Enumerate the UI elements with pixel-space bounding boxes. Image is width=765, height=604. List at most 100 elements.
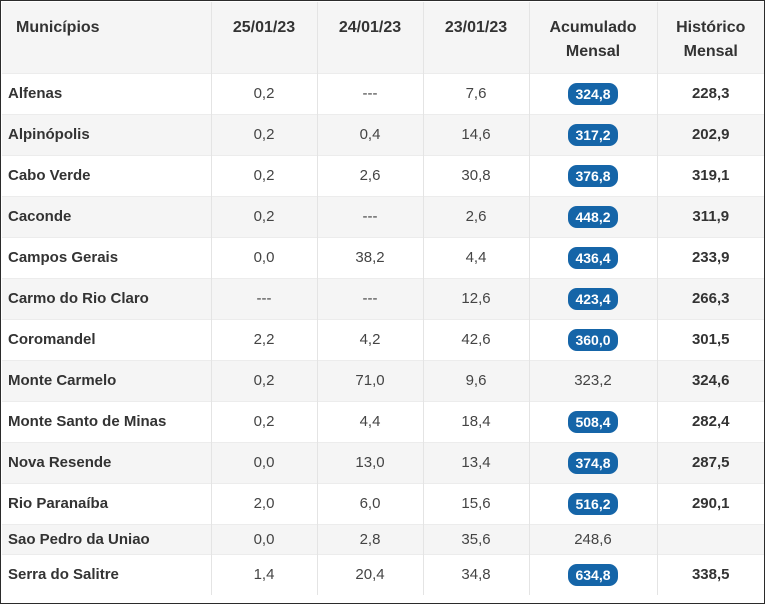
acumulado-badge: 317,2 [568,123,618,146]
table-row: Coromandel 2,2 4,2 42,6 360,0 301,5 [2,318,764,360]
municipio-cell: Monte Santo de Minas [2,400,212,442]
acumulado-badge: 360,0 [568,328,618,351]
table-row: Sao Pedro da Uniao 0,0 2,8 35,6 248,6 [2,523,764,554]
acumulado-badge: 376,8 [568,164,618,187]
historico-cell: 290,1 [657,482,764,524]
header-historico-line1: Histórico [676,19,746,36]
value-23-cell: 42,6 [423,318,530,360]
table-row: Rio Paranaíba 2,0 6,0 15,6 516,2 290,1 [2,482,764,524]
municipio-cell: Alpinópolis [2,113,212,155]
value-23-cell: 14,6 [423,113,530,155]
municipio-cell: Cabo Verde [2,154,212,196]
acumulado-badge: 634,8 [568,563,618,586]
header-date-23: 23/01/23 [423,2,530,73]
acumulado-cell: 448,2 [529,195,658,237]
value-23-cell: 4,4 [423,236,530,278]
historico-cell: 287,5 [657,441,764,483]
header-historico-line2: Mensal [683,43,738,60]
table-row: Alfenas 0,2 --- 7,6 324,8 228,3 [2,72,764,114]
historico-cell: 324,6 [657,359,764,401]
table-row: Caconde 0,2 --- 2,6 448,2 311,9 [2,195,764,237]
table-row: Serra do Salitre 1,4 20,4 34,8 634,8 338,5 [2,553,764,595]
value-25-cell: 0,2 [211,154,318,196]
historico-cell: 233,9 [657,236,764,278]
header-date-25: 25/01/23 [211,2,318,73]
value-24-cell: 4,2 [317,318,424,360]
historico-cell: 228,3 [657,72,764,114]
value-25-cell: 1,4 [211,553,318,595]
header-date-24: 24/01/23 [317,2,424,73]
value-25-cell: 0,0 [211,441,318,483]
acumulado-badge: 324,8 [568,82,618,105]
historico-cell: 282,4 [657,400,764,442]
value-23-cell: 9,6 [423,359,530,401]
municipio-cell: Caconde [2,195,212,237]
header-municipios: Municípios [2,2,212,73]
value-25-cell: 0,2 [211,195,318,237]
acumulado-cell: 323,2 [529,359,658,401]
value-23-cell: 34,8 [423,553,530,595]
acumulado-cell: 317,2 [529,113,658,155]
value-23-cell: 2,6 [423,195,530,237]
value-25-cell: 0,0 [211,523,318,554]
historico-cell: 319,1 [657,154,764,196]
table-row: Alpinópolis 0,2 0,4 14,6 317,2 202,9 [2,113,764,155]
acumulado-cell: 423,4 [529,277,658,319]
value-25-cell: --- [211,277,318,319]
municipio-cell: Rio Paranaíba [2,482,212,524]
table-row: Monte Santo de Minas 0,2 4,4 18,4 508,4 282,4 [2,400,764,442]
acumulado-badge: 508,4 [568,410,618,433]
rainfall-table: Municípios 25/01/23 24/01/23 23/01/23 Ac… [2,2,764,595]
value-24-cell: 20,4 [317,553,424,595]
acumulado-badge: 374,8 [568,451,618,474]
value-24-cell: 71,0 [317,359,424,401]
table-row: Carmo do Rio Claro --- --- 12,6 423,4 266,3 [2,277,764,319]
value-25-cell: 2,2 [211,318,318,360]
header-historico-mensal: Histórico Mensal [657,2,764,73]
acumulado-cell: 324,8 [529,72,658,114]
value-23-cell: 30,8 [423,154,530,196]
value-25-cell: 2,0 [211,482,318,524]
value-23-cell: 13,4 [423,441,530,483]
acumulado-cell: 508,4 [529,400,658,442]
historico-cell: 202,9 [657,113,764,155]
acumulado-cell: 436,4 [529,236,658,278]
value-24-cell: 13,0 [317,441,424,483]
table-body: Alfenas 0,2 --- 7,6 324,8 228,3 Alpinópolis 0,2… [2,72,764,595]
acumulado-badge: 448,2 [568,205,618,228]
value-25-cell: 0,2 [211,72,318,114]
value-25-cell: 0,2 [211,359,318,401]
value-23-cell: 12,6 [423,277,530,319]
table-row: Monte Carmelo 0,2 71,0 9,6 323,2 324,6 [2,359,764,401]
value-25-cell: 0,2 [211,113,318,155]
value-24-cell: 38,2 [317,236,424,278]
acumulado-cell: 516,2 [529,482,658,524]
table-row: Cabo Verde 0,2 2,6 30,8 376,8 319,1 [2,154,764,196]
acumulado-cell: 634,8 [529,553,658,595]
value-24-cell: 4,4 [317,400,424,442]
value-24-cell: 6,0 [317,482,424,524]
value-24-cell: 2,6 [317,154,424,196]
historico-cell: 311,9 [657,195,764,237]
header-acumulado-line1: Acumulado [549,19,637,36]
value-24-cell: 2,8 [317,523,424,554]
value-25-cell: 0,0 [211,236,318,278]
historico-cell: 266,3 [657,277,764,319]
value-24-cell: --- [317,72,424,114]
acumulado-cell: 248,6 [529,523,658,554]
value-23-cell: 7,6 [423,72,530,114]
value-24-cell: --- [317,195,424,237]
historico-cell: 301,5 [657,318,764,360]
value-25-cell: 0,2 [211,400,318,442]
table-row: Nova Resende 0,0 13,0 13,4 374,8 287,5 [2,441,764,483]
acumulado-cell: 376,8 [529,154,658,196]
historico-cell [657,523,764,554]
value-24-cell: 0,4 [317,113,424,155]
header-acumulado-line2: Mensal [565,43,621,60]
value-23-cell: 15,6 [423,482,530,524]
municipio-cell: Monte Carmelo [2,359,212,401]
acumulado-badge: 423,4 [568,287,618,310]
table-header-row: Municípios 25/01/23 24/01/23 23/01/23 Ac… [2,2,764,73]
municipio-cell: Alfenas [2,72,212,114]
acumulado-cell: 374,8 [529,441,658,483]
